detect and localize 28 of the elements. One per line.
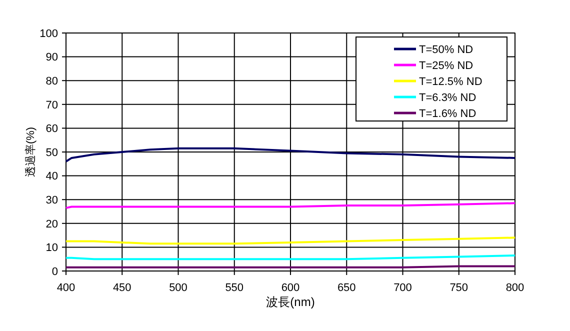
x-tick-label: 500 [169, 282, 188, 294]
x-tick-label: 800 [506, 282, 524, 294]
y-tick-label: 40 [46, 170, 58, 183]
y-tick-label: 100 [40, 28, 58, 40]
y-tick-label: 70 [46, 99, 58, 112]
legend-label: T=1.6% ND [419, 108, 476, 120]
x-tick-label: 700 [394, 282, 412, 294]
y-tick-label: 80 [46, 75, 58, 88]
line-series [65, 147, 516, 163]
legend-label: T=6.3% ND [419, 92, 476, 104]
x-tick-label: 650 [337, 282, 356, 294]
y-tick-label: 60 [46, 123, 58, 136]
y-axis-title: 透過率(%) [24, 126, 37, 178]
x-tick-label: 450 [112, 282, 132, 294]
x-tick-label: 400 [56, 282, 76, 294]
y-tick-label: 30 [46, 194, 58, 206]
x-tick-label: 750 [450, 282, 468, 294]
legend-label: T=50% ND [419, 44, 474, 56]
y-tick-label: 10 [46, 242, 58, 254]
x-tick-label: 600 [281, 282, 300, 294]
y-tick-label: 90 [46, 52, 58, 64]
y-tick-label: 20 [46, 218, 58, 230]
y-tick-label: 50 [46, 146, 58, 159]
x-tick-label: 550 [225, 282, 244, 294]
y-tick-label: 0 [52, 266, 58, 278]
legend-label: T=25% ND [419, 60, 474, 72]
legend-label: T=12.5% ND [419, 76, 482, 88]
x-axis-title: 波長(nm) [266, 295, 315, 309]
